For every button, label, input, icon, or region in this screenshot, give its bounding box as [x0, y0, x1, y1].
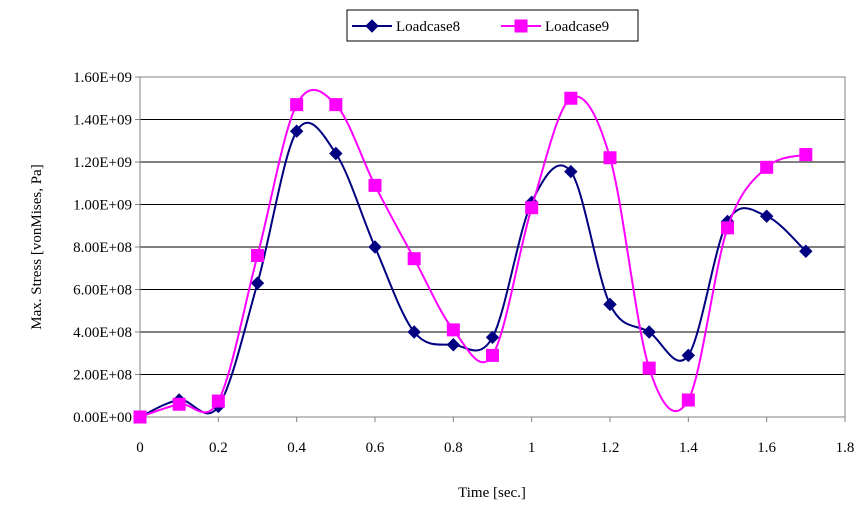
legend-label: Loadcase9 — [545, 19, 609, 35]
data-point — [681, 348, 696, 363]
y-tick-label: 1.40E+09 — [73, 113, 132, 129]
data-point — [446, 338, 461, 352]
data-point — [133, 410, 147, 424]
x-axis-title: Time [sec.] — [458, 485, 526, 501]
data-point — [211, 394, 225, 408]
data-point — [721, 221, 734, 235]
data-point — [564, 164, 578, 179]
y-tick-label: 4.00E+08 — [73, 325, 132, 341]
x-tick-label: 1.8 — [836, 440, 855, 456]
data-point — [759, 209, 774, 223]
data-point — [799, 244, 813, 258]
x-tick-label: 0.8 — [444, 440, 463, 456]
legend-marker — [365, 19, 379, 33]
data-point — [407, 252, 421, 266]
data-point — [642, 325, 656, 339]
y-tick-label: 1.20E+09 — [73, 155, 132, 171]
data-point — [251, 249, 264, 262]
data-point — [368, 240, 382, 254]
data-point — [486, 348, 499, 362]
data-point — [368, 178, 382, 192]
legend-label: Loadcase8 — [396, 19, 460, 35]
legend-item-loadcase8: Loadcase8 — [352, 19, 460, 35]
legend-item-loadcase9: Loadcase9 — [501, 19, 609, 35]
x-tick-label: 0.6 — [366, 440, 385, 456]
y-axis: 0.00E+00 2.00E+08 4.00E+08 6.00E+08 8.00E+08… — [73, 70, 141, 426]
x-tick-label: 0.4 — [287, 440, 306, 456]
legend-box — [346, 9, 639, 42]
x-tick-label: 1.6 — [757, 440, 776, 456]
y-tick-label: 8.00E+08 — [73, 240, 132, 256]
y-tick-label: 6.00E+08 — [73, 283, 132, 299]
data-point — [407, 325, 421, 339]
legend: Loadcase8 Loadcase9 — [346, 9, 639, 42]
data-point — [329, 98, 343, 112]
data-point — [172, 397, 186, 411]
data-point — [603, 297, 617, 312]
data-point — [760, 160, 774, 174]
x-tick-label: 1.4 — [679, 440, 698, 456]
y-axis-title: Max. Stress [vonMises, Pa] — [29, 164, 45, 329]
series-loadcase9 — [133, 88, 813, 424]
data-point — [603, 151, 617, 165]
data-point — [329, 146, 343, 161]
legend-marker — [514, 19, 528, 33]
data-point — [564, 91, 578, 105]
data-point — [525, 201, 539, 215]
x-tick-label: 1 — [528, 440, 536, 456]
data-point — [681, 393, 695, 407]
y-tick-label: 1.60E+09 — [73, 70, 132, 86]
data-point — [799, 148, 813, 162]
y-tick-label: 0.00E+00 — [73, 410, 132, 426]
data-point — [485, 330, 500, 345]
y-tick-label: 2.00E+08 — [73, 368, 132, 384]
y-tick-label: 1.00E+09 — [73, 198, 132, 214]
x-axis: 0 0.2 0.4 0.6 0.8 1 1.2 1.4 1.6 1.8 — [136, 417, 854, 456]
data-point — [250, 276, 265, 290]
series-group — [133, 88, 813, 424]
x-tick-label: 0 — [136, 440, 144, 456]
data-point — [446, 323, 460, 337]
x-tick-label: 0.2 — [209, 440, 228, 456]
data-point — [642, 361, 656, 375]
data-point — [290, 98, 304, 112]
data-point — [289, 124, 304, 138]
x-tick-label: 1.2 — [601, 440, 620, 456]
